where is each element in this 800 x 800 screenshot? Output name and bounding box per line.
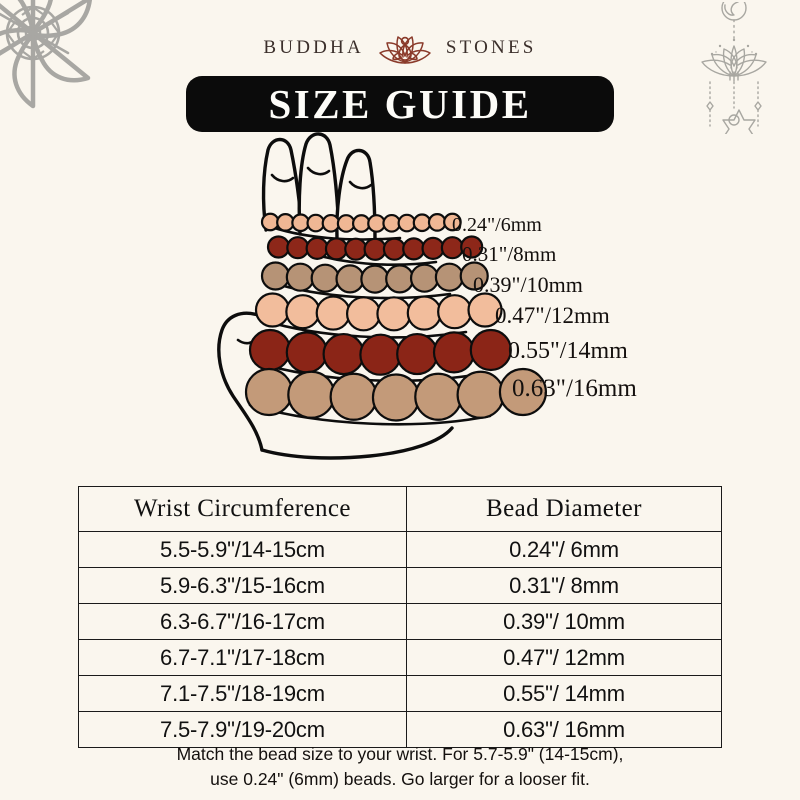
hand-outline-with-bracelets xyxy=(217,132,548,460)
bracelet-row xyxy=(260,212,462,233)
lotus-meditation-logo xyxy=(379,36,431,64)
bead xyxy=(469,328,512,372)
cell-bead-diameter: 0.47"/ 12mm xyxy=(405,639,723,676)
bead-size-label: 0.63"/16mm xyxy=(512,375,637,402)
page-title: SIZE GUIDE xyxy=(268,81,532,127)
lotus-moon-hanging-ornament xyxy=(701,2,767,134)
table-row: 5.5-5.9"/14-15cm 0.24"/ 6mm xyxy=(78,531,723,568)
brand-word-right: STONES xyxy=(445,37,537,58)
footer-line-2: use 0.24" (6mm) beads. Go larger for a l… xyxy=(210,769,590,789)
bead-size-label: 0.24"/6mm xyxy=(452,214,542,236)
bracelet-row xyxy=(254,292,503,332)
cell-wrist-circumference: 6.7-7.1"/17-18cm xyxy=(78,639,407,676)
cell-bead-diameter: 0.55"/ 14mm xyxy=(405,675,723,712)
cell-bead-diameter: 0.24"/ 6mm xyxy=(405,531,723,568)
bead-size-label: 0.39"/10mm xyxy=(473,272,583,297)
column-header-bead: Bead Diameter xyxy=(405,486,723,532)
table-body: 5.5-5.9"/14-15cm 0.24"/ 6mm 5.9-6.3"/15-16… xyxy=(78,531,723,748)
table-row: 7.1-7.5"/18-19cm 0.55"/ 14mm xyxy=(78,675,723,712)
cell-wrist-circumference: 7.5-7.9"/19-20cm xyxy=(78,711,407,748)
cell-bead-diameter: 0.39"/ 10mm xyxy=(405,603,723,640)
bead-size-label: 0.31"/8mm xyxy=(462,242,557,266)
bracelet-row xyxy=(266,235,484,261)
brand-header: BUDDHA STONES xyxy=(0,28,800,68)
bracelet-row xyxy=(248,328,512,376)
table-row: 6.3-6.7"/16-17cm 0.39"/ 10mm xyxy=(78,603,723,640)
bead-size-label: 0.47"/12mm xyxy=(495,303,610,328)
cell-bead-diameter: 0.63"/ 16mm xyxy=(405,711,723,748)
table-row: 5.9-6.3"/15-16cm 0.31"/ 8mm xyxy=(78,567,723,604)
bracelet-row xyxy=(260,261,489,294)
bracelet-illustration: 0.24"/6mm 0.31"/8mm 0.39"/10mm 0.47"/12mm 0.… xyxy=(0,130,800,470)
bead-rows xyxy=(244,212,548,422)
table-row: 6.7-7.1"/17-18cm 0.47"/ 12mm xyxy=(78,639,723,676)
size-table: Wrist Circumference Bead Diameter 5.5-5.… xyxy=(78,486,723,748)
bead-size-labels: 0.24"/6mm 0.31"/8mm 0.39"/10mm 0.47"/12mm 0.… xyxy=(0,130,800,470)
bracelet-row xyxy=(244,367,548,422)
footer-line-1: Match the bead size to your wrist. For 5… xyxy=(176,744,624,764)
title-bar: SIZE GUIDE xyxy=(186,76,614,132)
column-header-wrist: Wrist Circumference xyxy=(78,486,407,532)
bead xyxy=(460,235,484,259)
cell-wrist-circumference: 5.5-5.9"/14-15cm xyxy=(78,531,407,568)
cell-wrist-circumference: 6.3-6.7"/16-17cm xyxy=(78,603,407,640)
cell-wrist-circumference: 7.1-7.5"/18-19cm xyxy=(78,675,407,712)
table-row: 7.5-7.9"/19-20cm 0.63"/ 16mm xyxy=(78,711,723,748)
brand-word-left: BUDDHA xyxy=(263,37,364,58)
footer-note: Match the bead size to your wrist. For 5… xyxy=(0,742,800,792)
bead xyxy=(498,367,548,417)
bead xyxy=(443,212,462,232)
table-header-row: Wrist Circumference Bead Diameter xyxy=(78,486,723,532)
bead xyxy=(467,292,503,328)
cell-wrist-circumference: 5.9-6.3"/15-16cm xyxy=(78,567,407,604)
bead-size-label: 0.55"/14mm xyxy=(508,338,628,364)
cell-bead-diameter: 0.31"/ 8mm xyxy=(405,567,723,604)
bead xyxy=(459,261,489,291)
